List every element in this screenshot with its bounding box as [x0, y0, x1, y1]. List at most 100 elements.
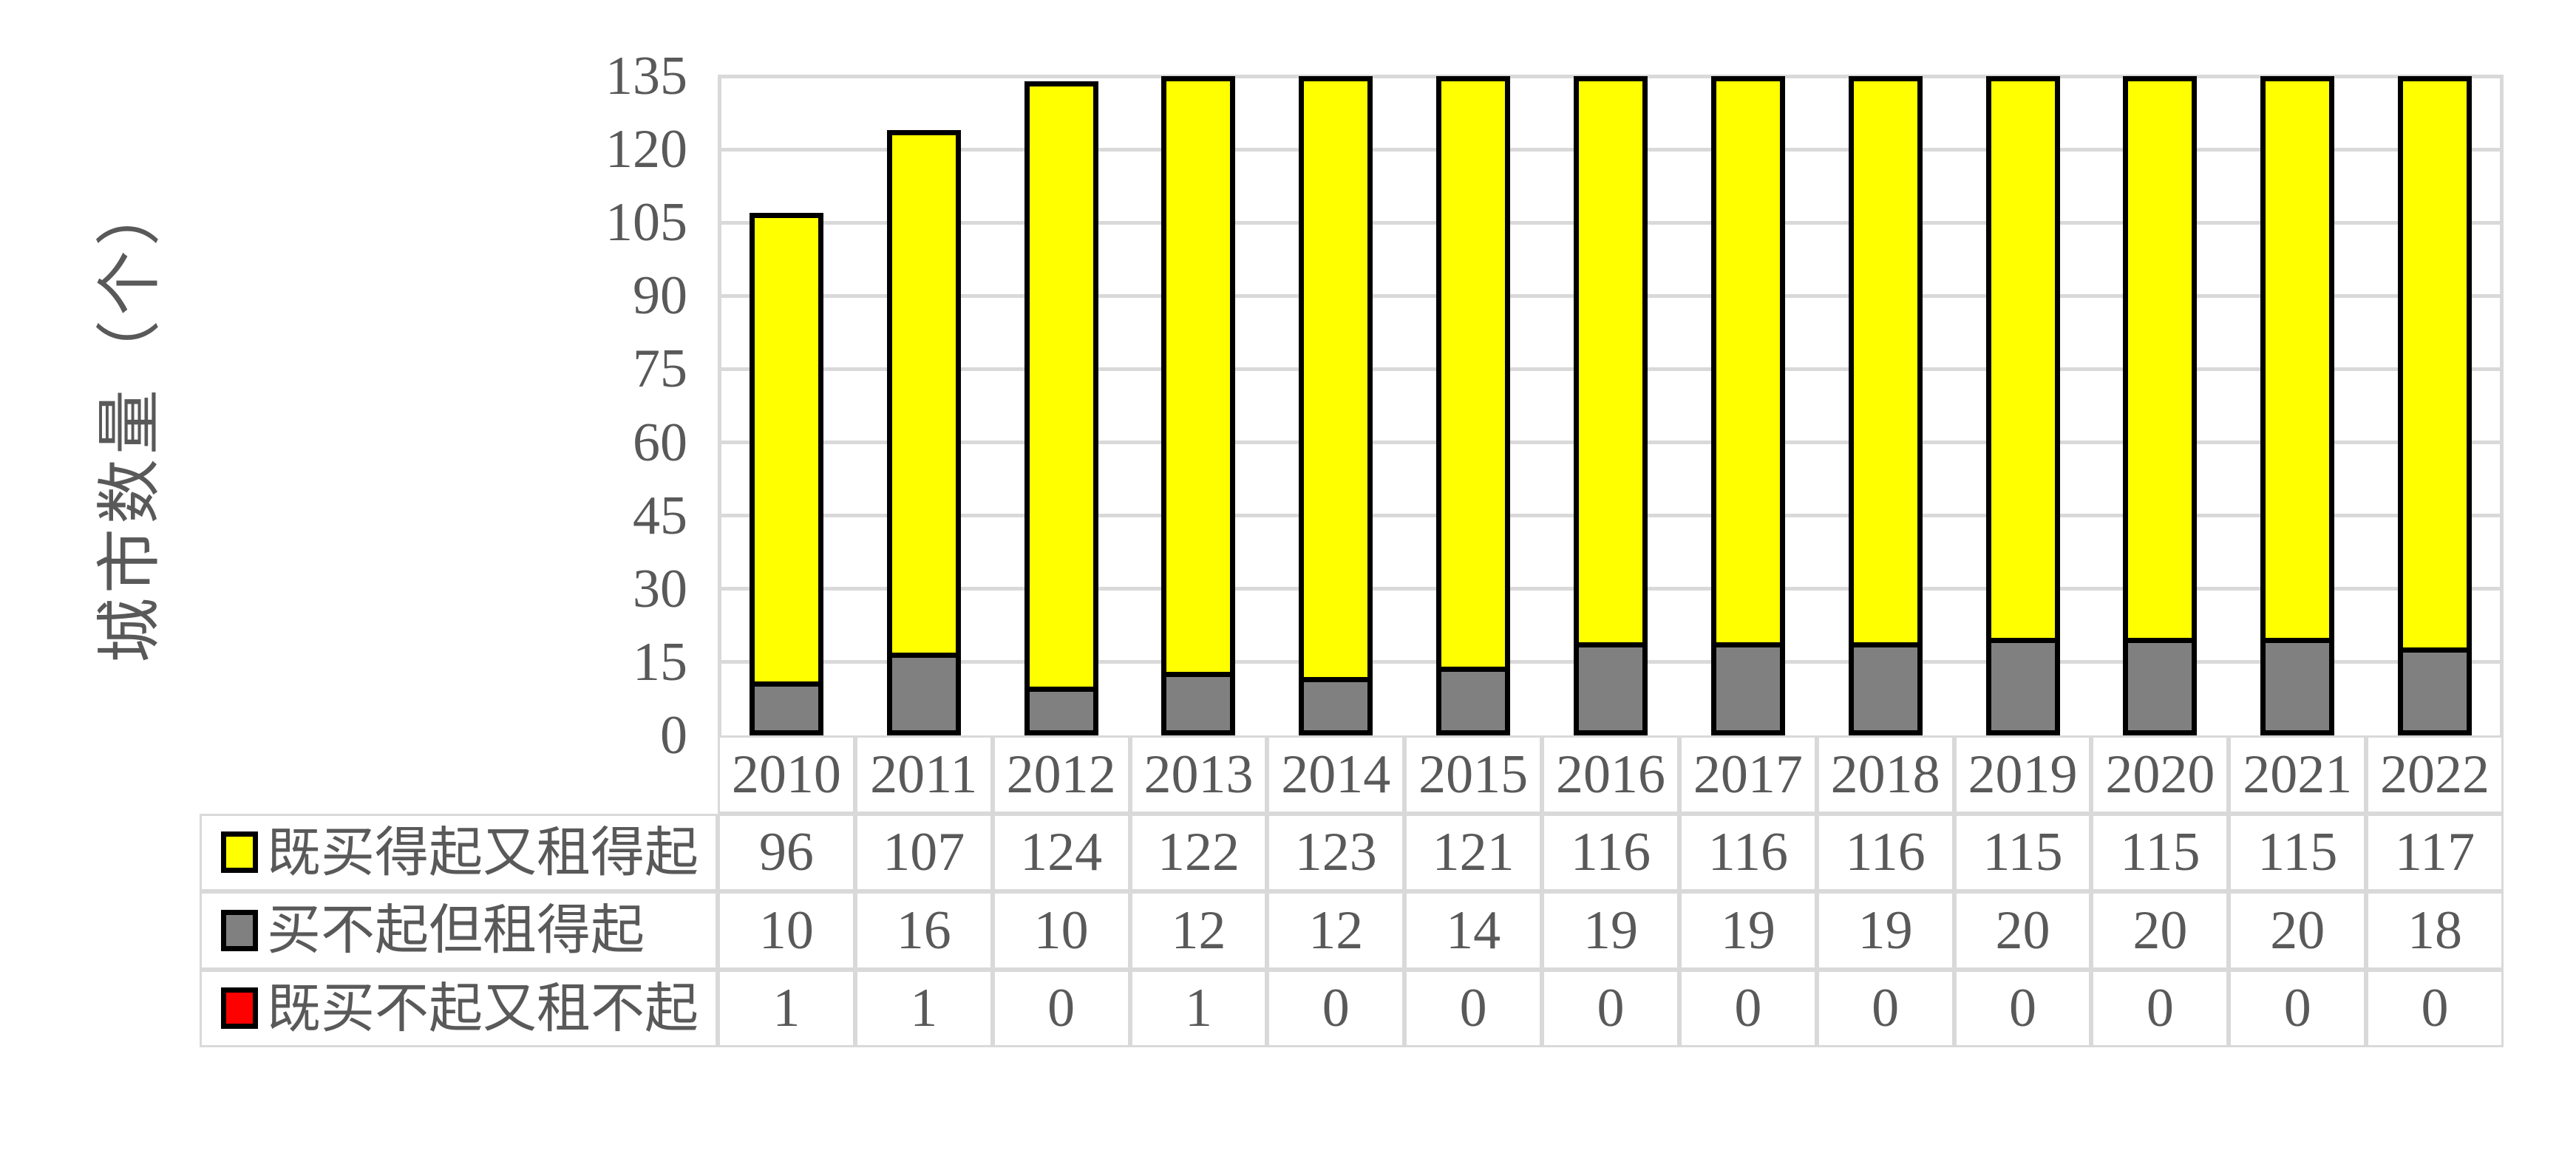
year-cell-2021: 2021 — [2229, 735, 2367, 814]
y-axis-title: 城市数量（个） — [95, 176, 167, 664]
table-corner-blank-cell — [200, 735, 718, 814]
bar-2017-segment-0 — [1711, 76, 1785, 648]
year-cell-2016: 2016 — [1542, 735, 1679, 814]
value-cell-2019-s0: 115 — [1954, 813, 2092, 891]
legend-swatch-icon-0 — [221, 831, 258, 874]
value-cell-2021-s1: 20 — [2229, 891, 2367, 970]
bar-2016-segment-0 — [1574, 76, 1648, 648]
value-cell-2016-s2: 0 — [1542, 969, 1679, 1047]
plot-right-border — [2500, 75, 2504, 735]
y-tick-label-135: 135 — [605, 46, 687, 106]
value-cell-2016-s0: 116 — [1542, 813, 1679, 891]
bar-2019-segment-1 — [1986, 637, 2060, 735]
value-cell-2018-s0: 116 — [1816, 813, 1954, 891]
series-label-0: 既买得起又租得起 — [200, 813, 718, 891]
y-tick-label-75: 75 — [633, 339, 687, 400]
value-cell-2010-s1: 10 — [718, 891, 855, 970]
bar-2016-segment-1 — [1574, 642, 1648, 735]
y-tick-label-60: 60 — [633, 412, 687, 473]
bar-2022-segment-0 — [2398, 76, 2472, 653]
value-cell-2020-s2: 0 — [2091, 969, 2229, 1047]
y-tick-label-90: 90 — [633, 265, 687, 327]
bar-2019-segment-0 — [1986, 76, 2060, 643]
value-cell-2018-s2: 0 — [1816, 969, 1954, 1047]
year-cell-2022: 2022 — [2366, 735, 2504, 814]
series-label-2: 既买不起又租不起 — [200, 969, 718, 1047]
legend-swatch-icon-2 — [221, 987, 258, 1030]
bar-2013-segment-1 — [1161, 672, 1235, 736]
value-cell-2012-s0: 124 — [992, 813, 1130, 891]
value-cell-2011-s0: 107 — [854, 813, 993, 891]
year-cell-2019: 2019 — [1954, 735, 2092, 814]
bar-2022-segment-1 — [2398, 647, 2472, 735]
year-cell-2012: 2012 — [992, 735, 1130, 814]
year-cell-2011: 2011 — [854, 735, 993, 814]
value-cell-2017-s1: 19 — [1679, 891, 1817, 970]
bar-2014-segment-0 — [1299, 76, 1373, 682]
y-tick-label-0: 0 — [660, 705, 687, 766]
bar-2010-segment-0 — [750, 213, 823, 687]
value-cell-2021-s0: 115 — [2229, 813, 2367, 891]
bar-2011-segment-1 — [887, 652, 961, 736]
value-cell-2022-s2: 0 — [2366, 969, 2504, 1047]
value-cell-2013-s2: 1 — [1129, 969, 1268, 1047]
value-cell-2016-s1: 19 — [1542, 891, 1679, 970]
y-tick-label-120: 120 — [605, 119, 687, 180]
value-cell-2012-s2: 0 — [992, 969, 1130, 1047]
value-cell-2014-s0: 123 — [1267, 813, 1405, 891]
y-tick-label-30: 30 — [633, 558, 687, 619]
value-cell-2019-s1: 20 — [1954, 891, 2092, 970]
bar-2015-segment-0 — [1436, 76, 1510, 673]
value-cell-2014-s2: 0 — [1267, 969, 1405, 1047]
series-label-1: 买不起但租得起 — [200, 891, 718, 970]
value-cell-2010-s2: 1 — [718, 969, 855, 1047]
year-cell-2013: 2013 — [1129, 735, 1268, 814]
year-cell-2014: 2014 — [1267, 735, 1405, 814]
y-tick-label-15: 15 — [633, 631, 687, 693]
y-tick-label-45: 45 — [633, 485, 687, 546]
bar-2015-segment-1 — [1436, 667, 1510, 735]
bar-2018-segment-1 — [1849, 642, 1923, 735]
bar-2020-segment-1 — [2123, 637, 2197, 735]
value-cell-2011-s1: 16 — [854, 891, 993, 970]
value-cell-2015-s0: 121 — [1404, 813, 1543, 891]
value-cell-2022-s0: 117 — [2366, 813, 2504, 891]
bar-2020-segment-0 — [2123, 76, 2197, 643]
bar-2011-segment-0 — [887, 129, 961, 658]
series-name-0: 既买得起又租得起 — [267, 822, 699, 882]
bar-2010-segment-1 — [750, 681, 823, 736]
value-cell-2015-s1: 14 — [1404, 891, 1543, 970]
value-cell-2020-s1: 20 — [2091, 891, 2229, 970]
value-cell-2014-s1: 12 — [1267, 891, 1405, 970]
bar-2017-segment-1 — [1711, 642, 1785, 735]
data-table: 2010 2011 2012 2013 2014 2015 2016 2017 2018 2019… — [200, 735, 2504, 1047]
value-cell-2021-s2: 0 — [2229, 969, 2367, 1047]
value-cell-2019-s2: 0 — [1954, 969, 2092, 1047]
value-cell-2022-s1: 18 — [2366, 891, 2504, 970]
series-name-1: 买不起但租得起 — [267, 900, 645, 961]
series-name-2: 既买不起又租不起 — [267, 978, 699, 1038]
value-cell-2012-s1: 10 — [992, 891, 1130, 970]
bar-2018-segment-0 — [1849, 76, 1923, 648]
bar-2012-segment-1 — [1024, 686, 1098, 735]
plot-left-border — [718, 75, 721, 735]
year-cell-2010: 2010 — [718, 735, 855, 814]
bar-2021-segment-1 — [2260, 637, 2334, 735]
value-cell-2010-s0: 96 — [718, 813, 855, 891]
year-cell-2020: 2020 — [2091, 735, 2229, 814]
bar-2014-segment-1 — [1299, 676, 1373, 735]
year-cell-2017: 2017 — [1679, 735, 1817, 814]
value-cell-2013-s1: 12 — [1129, 891, 1268, 970]
value-cell-2018-s1: 19 — [1816, 891, 1954, 970]
value-cell-2017-s2: 0 — [1679, 969, 1817, 1047]
value-cell-2020-s0: 115 — [2091, 813, 2229, 891]
value-cell-2013-s0: 122 — [1129, 813, 1268, 891]
year-cell-2015: 2015 — [1404, 735, 1543, 814]
bar-2021-segment-0 — [2260, 76, 2334, 643]
value-cell-2015-s2: 0 — [1404, 969, 1543, 1047]
legend-swatch-icon-1 — [221, 909, 258, 951]
value-cell-2011-s2: 1 — [854, 969, 993, 1047]
value-cell-2017-s0: 116 — [1679, 813, 1817, 891]
year-cell-2018: 2018 — [1816, 735, 1954, 814]
bar-2013-segment-0 — [1161, 76, 1235, 678]
